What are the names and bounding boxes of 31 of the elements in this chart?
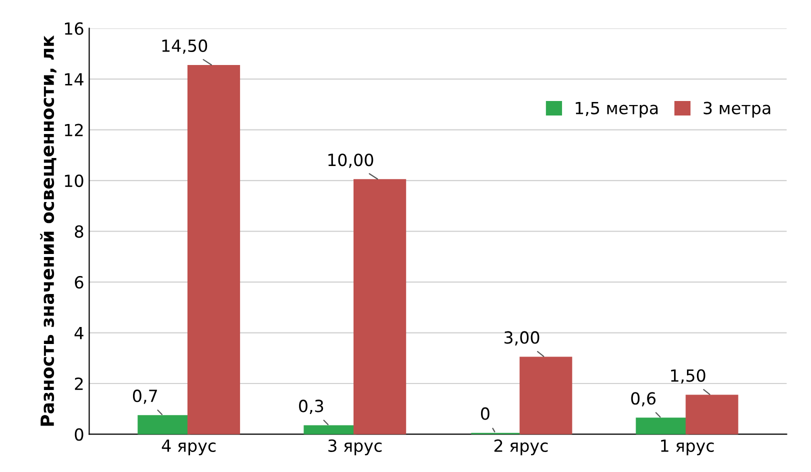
y-tick-label: 8 xyxy=(74,225,84,238)
bar xyxy=(304,425,356,434)
bar xyxy=(636,418,688,434)
x-tick-label: 4 ярус xyxy=(162,440,216,456)
data-label: 10,00 xyxy=(328,154,374,168)
data-label: 0,3 xyxy=(299,400,324,414)
x-tick-label: 3 ярус xyxy=(328,439,382,456)
x-tick-label: 1 ярус xyxy=(661,440,714,456)
y-axis-title: Разность значений освещенности, лк xyxy=(40,35,56,426)
y-tick-label: 16 xyxy=(64,22,84,35)
bar xyxy=(187,64,240,434)
y-tick-label: 12 xyxy=(64,124,83,136)
y-tick-label: 2 xyxy=(74,377,83,390)
bar xyxy=(138,415,190,434)
bar xyxy=(354,179,406,434)
legend-label: 3 метра xyxy=(704,102,770,118)
x-tick-label: 2 ярус xyxy=(494,439,548,456)
bar xyxy=(686,394,738,434)
data-label: 0 xyxy=(481,407,490,420)
y-tick-label: 10 xyxy=(64,174,84,188)
y-tick-label: 0 xyxy=(74,428,84,441)
bar xyxy=(520,356,572,434)
y-tick-label: 6 xyxy=(74,276,84,289)
y-tick-label: 4 xyxy=(74,326,84,340)
data-label: 3,00 xyxy=(504,331,540,346)
data-label: 0,6 xyxy=(631,392,656,406)
y-tick-label: 14 xyxy=(64,73,84,86)
legend-label: 1,5 метра xyxy=(576,102,658,118)
data-label: 0,7 xyxy=(132,390,157,404)
data-label: 14,50 xyxy=(162,39,208,54)
data-label: 1,50 xyxy=(671,369,706,384)
